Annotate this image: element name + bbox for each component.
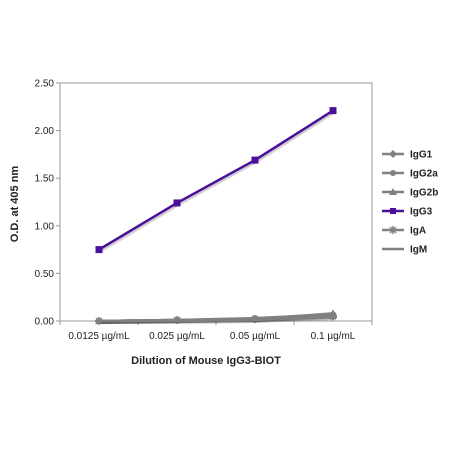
legend-label-iga: IgA [410, 226, 426, 237]
y-axis-title: O.D. at 405 nm [9, 166, 21, 243]
legend-marker-igg2b [389, 188, 397, 195]
data-point-igg3 [329, 107, 337, 115]
x-tick-label: 0.025 µg/mL [149, 331, 205, 342]
data-point-igg3 [173, 199, 181, 207]
series-line-igg3 [98, 109, 334, 251]
legend-label-igg1: IgG1 [410, 150, 433, 161]
legend-label-igg2a: IgG2a [410, 169, 438, 180]
legend-label-igg2b: IgG2b [410, 188, 438, 199]
legend-marker-igg2a [390, 170, 396, 176]
x-tick-label: 0.05 µg/mL [230, 331, 281, 342]
series-igg3 [95, 107, 337, 254]
legend-marker-igg3 [390, 208, 396, 214]
y-tick-label: 1.00 [35, 221, 55, 232]
y-tick-label: 2.50 [35, 79, 55, 90]
legend-item-igg1: IgG1 [382, 150, 433, 161]
x-axis: 0.0125 µg/mL 0.025 µg/mL 0.05 µg/mL 0.1 µg/… [59, 321, 373, 342]
legend-item-igg3: IgG3 [382, 207, 433, 218]
legend-item-igm: IgM [382, 245, 427, 256]
data-point-igg3 [95, 246, 103, 254]
series-line-igm [99, 315, 334, 323]
legend-item-igg2a: IgG2a [382, 169, 438, 180]
x-tick-label: 0.1 µg/mL [311, 331, 356, 342]
series-line-shadow [99, 110, 336, 253]
legend-label-igg3: IgG3 [410, 207, 433, 218]
legend-item-igg2b: IgG2b [382, 188, 438, 199]
series-igm [95, 315, 337, 324]
legend-label-igm: IgM [410, 245, 427, 256]
series-layer [95, 107, 337, 325]
legend-marker-iga [389, 226, 397, 234]
y-tick-label: 2.00 [35, 126, 55, 137]
legend-item-iga: IgA [382, 226, 426, 237]
legend-marker-igg1 [389, 150, 397, 158]
y-axis: 0.00 0.50 1.00 1.50 2.00 2.50 [35, 79, 60, 328]
y-tick-label: 0.50 [35, 269, 55, 280]
legend: IgG1 IgG2a IgG2b IgG3 IgA IgM [382, 150, 438, 256]
data-point-igg3 [251, 156, 259, 164]
x-tick-label: 0.0125 µg/mL [68, 331, 130, 342]
x-axis-title: Dilution of Mouse IgG3-BIOT [131, 355, 281, 367]
series-line-shadow [100, 317, 335, 324]
y-tick-label: 0.00 [35, 317, 55, 328]
y-tick-label: 1.50 [35, 174, 55, 185]
